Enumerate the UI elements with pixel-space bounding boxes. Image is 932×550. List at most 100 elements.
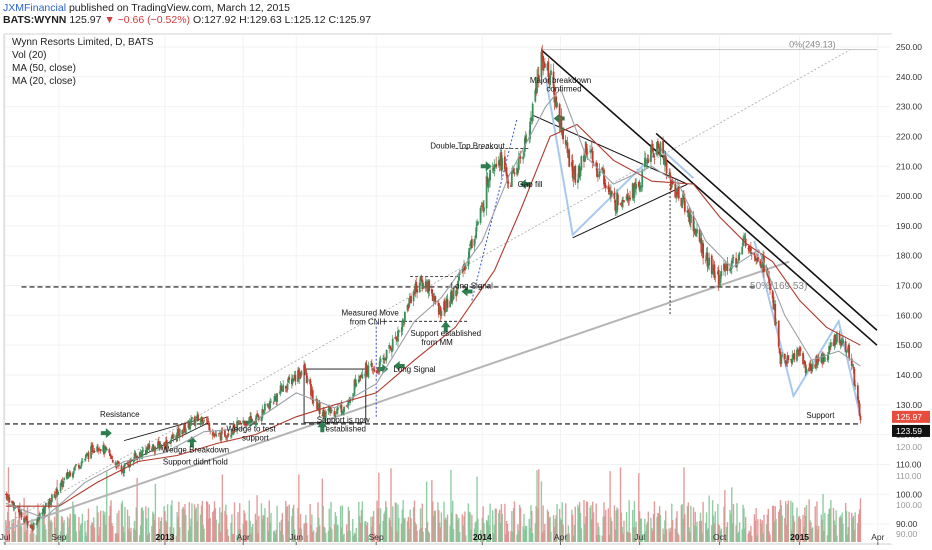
volume-bar — [748, 530, 750, 542]
volume-bar — [396, 531, 398, 542]
volume-bar — [756, 535, 758, 542]
candle-body — [574, 166, 577, 183]
volume-bar — [471, 514, 473, 542]
candle-body — [525, 139, 528, 141]
volume-bar — [425, 527, 427, 542]
volume-bar — [329, 527, 331, 542]
price-chart[interactable]: Resistance Wedge Breakdown Support didnt h… — [0, 26, 932, 550]
volume-bar — [382, 520, 384, 542]
arrow-support-established — [317, 421, 328, 433]
volume-tick-label: 100.00 — [896, 500, 922, 510]
volume-bar — [47, 514, 50, 542]
candle-body — [378, 361, 381, 372]
volume-bar — [771, 505, 774, 542]
volume-bar — [53, 516, 56, 542]
publisher-link[interactable]: JXMFinancial — [3, 2, 67, 14]
volume-bar — [842, 523, 844, 542]
volume-bar — [181, 508, 184, 542]
candle-body — [816, 358, 819, 365]
volume-bar — [804, 507, 806, 542]
candle-body — [735, 258, 738, 268]
volume-bar — [554, 518, 556, 542]
volume-bar — [105, 524, 107, 542]
volume-bar — [700, 520, 703, 542]
volume-bar — [359, 523, 362, 542]
volume-bar — [577, 504, 579, 542]
volume-bar — [36, 516, 38, 542]
quote-line: BATS:WYNN 125.97 ▼ −0.66 (−0.52%) O:127.… — [3, 14, 371, 26]
volume-bar — [361, 501, 364, 542]
volume-bar — [561, 502, 563, 542]
volume-bar — [407, 516, 410, 542]
volume-bar — [762, 533, 764, 542]
volume-bar — [230, 522, 232, 542]
volume-bar — [591, 501, 594, 542]
axes: 90.00 100.00 110.00 120.00 130.00 140.00 150.0… — [0, 34, 932, 545]
volume-bar — [61, 517, 64, 542]
volume-bar — [108, 515, 111, 542]
candle-body — [577, 179, 579, 183]
volume-bar — [372, 516, 374, 542]
volume-bar — [66, 516, 69, 542]
volume-bar — [365, 525, 368, 542]
volume-bar — [626, 531, 629, 542]
volume-bar — [449, 525, 451, 542]
volume-bar — [793, 521, 796, 542]
volume-bar — [510, 531, 512, 542]
volume-bar — [202, 524, 204, 542]
candle-body — [370, 362, 373, 367]
volume-bar — [97, 512, 99, 542]
volume-bar — [699, 512, 702, 542]
candle-body — [231, 432, 233, 436]
candle-body — [483, 207, 485, 212]
volume-bar — [461, 514, 463, 542]
volume-bar — [469, 512, 471, 542]
candle-body — [777, 320, 780, 347]
candle-body — [397, 331, 399, 342]
candle-body — [738, 252, 741, 255]
candle-body — [66, 471, 69, 477]
volume-bar — [146, 518, 148, 542]
candle-body — [493, 164, 496, 172]
volume-bar — [221, 474, 224, 542]
volume-bar — [208, 504, 210, 542]
volume-bar — [692, 507, 695, 542]
candle-body — [91, 444, 94, 453]
candle-body — [803, 360, 806, 365]
volume-bar — [220, 512, 223, 542]
volume-bar — [158, 517, 160, 542]
candle-body — [257, 414, 259, 418]
harmonic-pattern — [544, 76, 695, 237]
volume-bar — [183, 509, 185, 542]
volume-bar — [406, 521, 409, 542]
volume-bar — [102, 510, 104, 542]
candle-body — [400, 330, 403, 332]
candle-body — [854, 384, 857, 387]
candle-body — [852, 366, 855, 369]
volume-bar — [200, 505, 203, 542]
volume-bar — [678, 534, 680, 542]
volume-bar — [476, 476, 478, 542]
volume-bar — [62, 522, 64, 542]
candle-body — [626, 194, 629, 199]
candle-body — [343, 406, 345, 413]
volume-bar — [427, 531, 430, 542]
candle-body — [304, 371, 307, 373]
volume-bar — [646, 521, 649, 542]
volume-bar — [622, 533, 624, 542]
volume-bar — [775, 518, 777, 542]
candle-body — [36, 519, 39, 525]
volume-bar — [744, 528, 746, 542]
volume-bar — [348, 510, 350, 542]
volume-bar — [215, 519, 217, 542]
x-tick-label: Jul — [0, 532, 11, 542]
volume-bar — [516, 534, 518, 542]
volume-bar — [287, 521, 290, 542]
x-tick-label: Sep — [51, 532, 66, 542]
y-tick-label: 180.00 — [896, 251, 922, 261]
candle-body — [272, 402, 275, 404]
volume-bar — [84, 520, 86, 542]
volume-bar — [633, 501, 636, 542]
volume-bar — [759, 519, 762, 542]
volume-bar — [671, 519, 674, 542]
